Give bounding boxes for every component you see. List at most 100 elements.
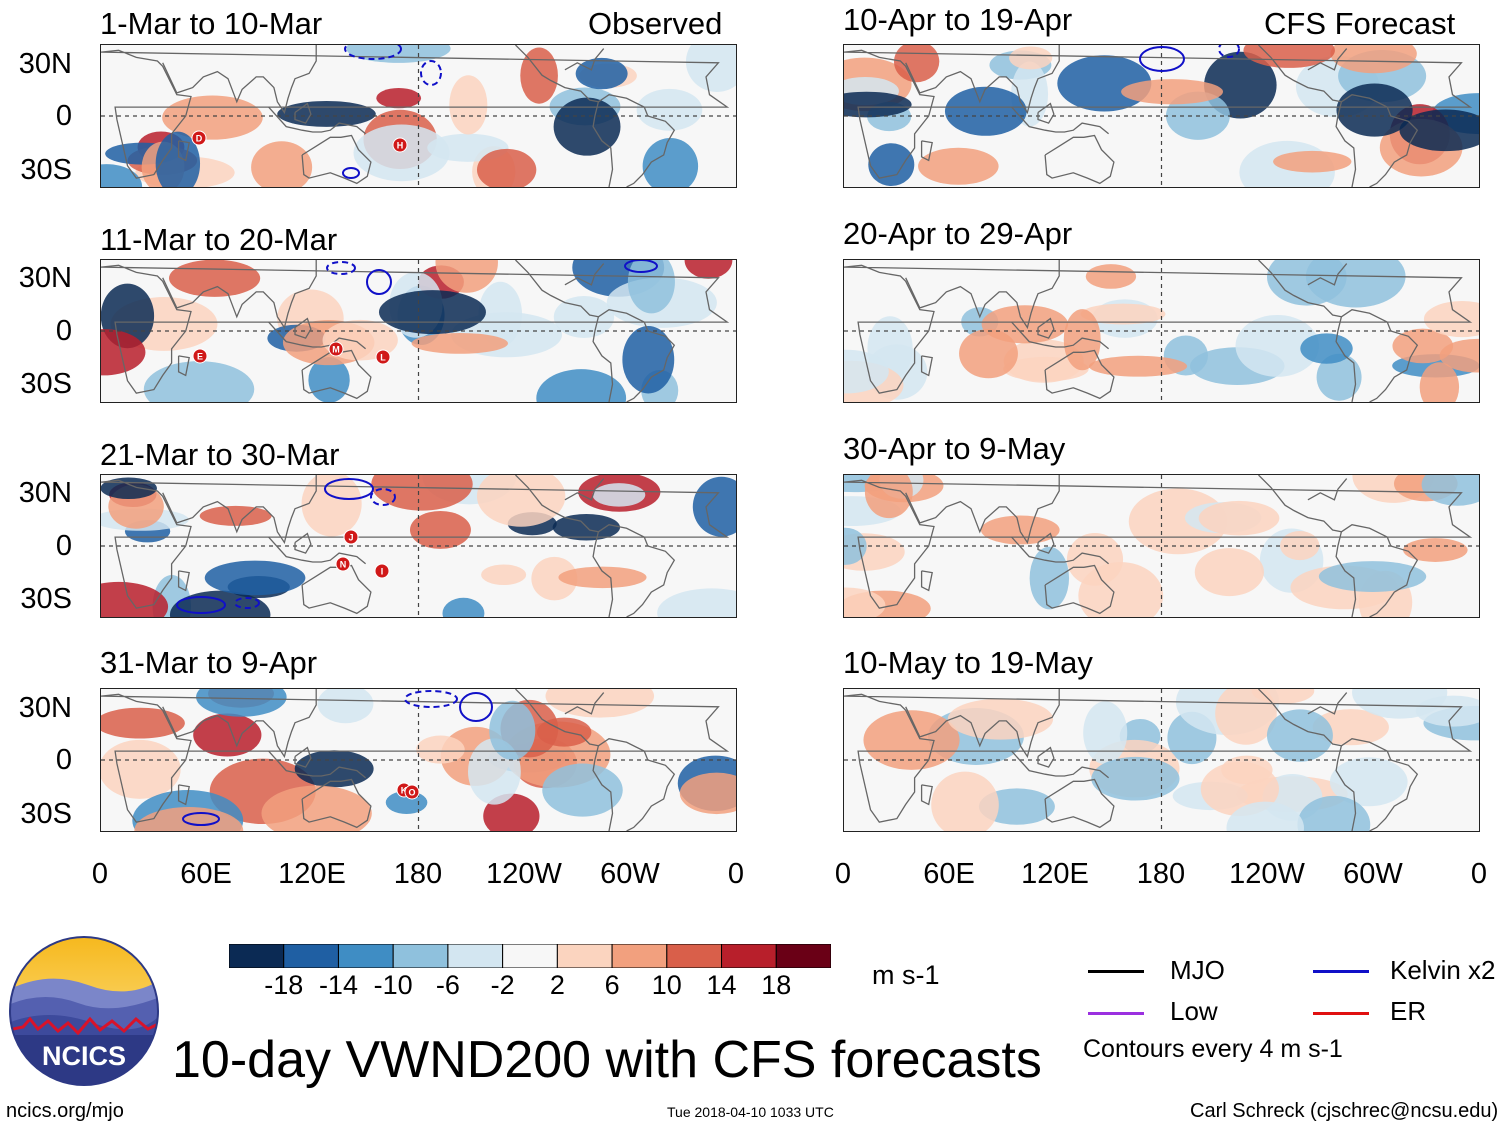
coastline (1011, 321, 1110, 350)
anomaly-map (844, 260, 1479, 402)
coastline (294, 746, 312, 768)
svg-text:O: O (408, 788, 415, 798)
anomaly-blob (476, 475, 566, 527)
colorbar-tick-label: 18 (761, 970, 792, 1000)
x-tick: 60E (923, 858, 975, 890)
coastline (162, 475, 317, 545)
y-tick-30n: 30N (18, 48, 72, 80)
anomaly-blob (1085, 264, 1137, 289)
anomaly-map (844, 689, 1479, 831)
kelvin-contour (176, 596, 226, 614)
legend-note: Contours every 4 m s-1 (1083, 1035, 1343, 1063)
colorbar-graphic (228, 943, 832, 969)
colorbar (228, 943, 832, 969)
anomaly-blob (893, 45, 940, 83)
x-tick: 180 (1136, 858, 1186, 890)
kelvin-contour (624, 260, 658, 273)
kelvin-contour (326, 261, 356, 275)
coastline (301, 564, 372, 615)
coastline (101, 49, 730, 179)
anomaly-blob (204, 560, 306, 596)
footer-url[interactable]: ncics.org/mjo (6, 1100, 124, 1122)
anomaly-blob (1336, 83, 1413, 137)
coastline (564, 48, 605, 71)
panel-title-obs-4: 31-Mar to 9-Apr (100, 645, 318, 680)
coastline (301, 778, 372, 829)
kelvin-contour (234, 597, 260, 609)
anomaly-blob (435, 260, 498, 293)
coastline (564, 478, 605, 501)
kelvin-contour (459, 692, 493, 722)
anomaly-blob (353, 124, 450, 182)
anomaly-blob (1009, 46, 1053, 70)
coastline (1258, 689, 1357, 831)
panel-title-fc-1: 10-Apr to 19-Apr (843, 2, 1073, 37)
coastline (268, 106, 367, 135)
anomaly-blob (169, 260, 261, 297)
coastline (1258, 45, 1357, 187)
coastline (844, 693, 1473, 823)
coastline (1341, 524, 1419, 617)
coastline (905, 689, 1060, 759)
x-tick: 180 (393, 858, 443, 890)
anomaly-blob (1198, 500, 1280, 536)
colorbar-unit: m s-1 (872, 960, 940, 990)
colorbar-swatch (447, 943, 504, 969)
anomaly-blob (317, 689, 374, 724)
kelvin-contour (370, 488, 396, 506)
anomaly-blob (409, 510, 471, 549)
footer-timestamp: Tue 2018-04-10 1033 UTC (667, 1104, 834, 1120)
anomaly-blob (918, 147, 999, 185)
colorbar-swatch (666, 943, 723, 969)
colorbar-swatch (228, 943, 285, 969)
anomaly-blob (143, 361, 255, 402)
coastline (1037, 102, 1055, 124)
coastline (515, 689, 614, 831)
anomaly-blob (1091, 756, 1180, 801)
y-tick-0: 0 (55, 100, 72, 132)
coastline (905, 45, 1060, 115)
coastline (1307, 263, 1348, 286)
colorbar-swatch (502, 943, 558, 969)
legend-label-kelvin: Kelvin x2 (1390, 955, 1496, 985)
coastline (162, 45, 317, 115)
colorbar-tick-label: 10 (651, 970, 682, 1000)
anomaly-blob (844, 349, 889, 394)
anomaly-blob (931, 771, 999, 831)
x-tick: 120E (1021, 858, 1089, 890)
coastline (294, 532, 312, 554)
anomaly-blob (553, 296, 615, 339)
coastline (177, 140, 190, 162)
kelvin-contour (1139, 46, 1185, 72)
legend-label-mjo: MJO (1170, 955, 1225, 985)
colorbar-tick-label: -2 (490, 970, 515, 1000)
coastline (1341, 309, 1419, 402)
coastline (1011, 750, 1110, 779)
coastline (515, 45, 614, 187)
tropical-cyclone-icon: I (374, 563, 390, 579)
x-tick: 120W (1229, 858, 1305, 890)
anomaly-blob (1415, 695, 1479, 727)
coastline (268, 750, 367, 779)
map-panel-fc-1 (843, 44, 1480, 188)
tropical-cyclone-icon: M (328, 341, 344, 357)
anomaly-blob (1243, 45, 1335, 68)
y-tick-0: 0 (55, 744, 72, 776)
coastline (598, 94, 676, 187)
colorbar-tick-label: -10 (373, 970, 413, 1000)
anomaly-blob (627, 260, 675, 314)
coastline (1307, 478, 1348, 501)
anomaly-blob (1318, 561, 1427, 592)
coastline (564, 692, 605, 715)
svg-text:J: J (348, 533, 353, 543)
legend-line-kelvin (1313, 970, 1369, 973)
anomaly-blob (101, 707, 185, 739)
anomaly-blob (449, 75, 488, 135)
coastline (598, 309, 676, 402)
anomaly-blob (844, 91, 912, 118)
panel-title-fc-3: 30-Apr to 9-May (843, 431, 1066, 466)
anomaly-blob (193, 713, 262, 757)
colorbar-swatch (721, 943, 777, 969)
coastline (598, 524, 676, 617)
tropical-cyclone-icon: E (192, 348, 208, 364)
